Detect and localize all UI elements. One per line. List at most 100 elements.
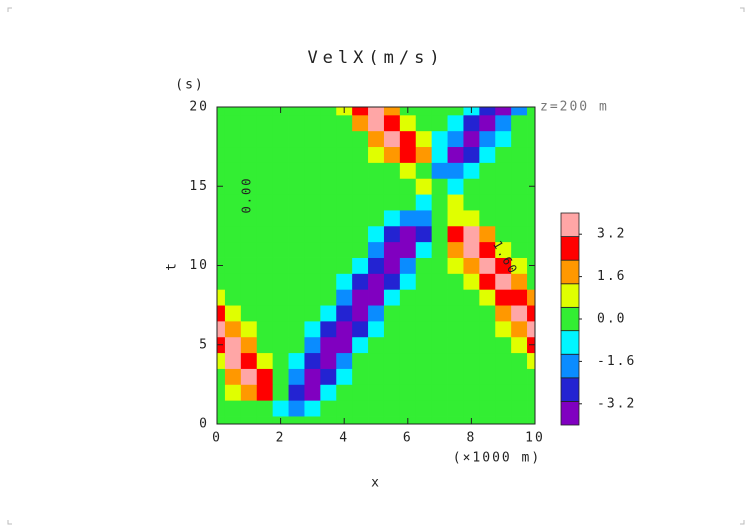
contour-cell [336, 273, 353, 290]
contour-cell [336, 162, 353, 179]
contour-cell [217, 416, 226, 424]
chart-title: VelX(m/s) [307, 48, 444, 68]
contour-cell [288, 194, 305, 211]
contour-cell [304, 416, 321, 424]
contour-cell [352, 368, 369, 385]
contour-cell [527, 241, 535, 258]
contour-cell [447, 400, 464, 417]
contour-cell [352, 162, 369, 179]
contour-cell [447, 194, 464, 211]
colorbar-tick-label: -1.6 [597, 354, 636, 369]
contour-cell [368, 368, 385, 385]
contour-cell [447, 273, 464, 290]
contour-cell [495, 178, 512, 195]
contour-cell [431, 114, 448, 132]
contour-cell [479, 241, 496, 258]
contour-cell [336, 257, 353, 274]
contour-cell [431, 336, 448, 354]
contour-cell [368, 305, 385, 322]
contour-cell [304, 130, 321, 148]
contour-cell [415, 194, 433, 211]
contour-cell [304, 273, 321, 290]
contour-cell [224, 416, 242, 424]
contour-cell [495, 384, 512, 401]
contour-cell [224, 289, 242, 306]
contour-cell [463, 130, 480, 148]
contour-cell [415, 336, 433, 354]
contour-cell [415, 273, 433, 290]
contour-cell [447, 289, 464, 306]
contour-cell [217, 400, 226, 417]
contour-cell [272, 336, 289, 354]
contour-cell [479, 273, 496, 290]
contour-cell [320, 273, 337, 290]
contour-cell [495, 289, 512, 306]
contour-cell [415, 114, 433, 132]
contour-cell [463, 336, 480, 354]
contour-cell [527, 416, 535, 424]
contour-cell [336, 368, 353, 385]
contour-cell [240, 368, 258, 385]
colorbar-tick-label: -3.2 [597, 396, 636, 411]
contour-cell [495, 368, 512, 385]
contour-cell [447, 384, 464, 401]
contour-cell [495, 241, 512, 258]
contour-cell [352, 320, 369, 338]
contour-cell [352, 241, 369, 258]
contour-cell [352, 107, 369, 116]
y-axis-label: t [165, 261, 180, 271]
contour-cell [336, 194, 353, 211]
contour-cell [217, 289, 226, 306]
contour-cell [368, 400, 385, 417]
contour-cell [224, 162, 242, 179]
contour-cell [336, 130, 353, 148]
contour-cell [383, 114, 401, 132]
contour-cell [240, 400, 258, 417]
contour-cell [463, 194, 480, 211]
contour-cell [224, 178, 242, 195]
contour-cell [352, 336, 369, 354]
contour-cell [256, 384, 274, 401]
contour-cell [320, 107, 337, 116]
contour-cell [399, 352, 417, 369]
contour-cell [352, 416, 369, 424]
contour-cell [224, 305, 242, 322]
contour-cell [399, 146, 417, 163]
contour-cell [447, 241, 464, 258]
contour-cell [527, 210, 535, 227]
contour-cell [217, 368, 226, 385]
contour-cell [320, 400, 337, 417]
contour-cell [479, 384, 496, 401]
contour-cell [272, 225, 289, 243]
contour-cell [272, 305, 289, 322]
contour-cell [511, 130, 528, 148]
contour-cell [463, 210, 480, 227]
contour-cell [240, 210, 258, 227]
contour-cell [272, 384, 289, 401]
contour-cell [399, 178, 417, 195]
contour-cell [479, 107, 496, 116]
contour-cell [256, 416, 274, 424]
contour-cell [224, 368, 242, 385]
contour-cell [479, 400, 496, 417]
contour-cell [304, 336, 321, 354]
contour-cell [352, 384, 369, 401]
contour-cell [288, 178, 305, 195]
x-unit: (×1000 m) [453, 451, 541, 466]
contour-cell [495, 114, 512, 132]
contour-cell [240, 146, 258, 163]
contour-cell [256, 368, 274, 385]
contour-cell [352, 130, 369, 148]
contour-cell [304, 368, 321, 385]
contour-cell [495, 194, 512, 211]
contour-cell [415, 210, 433, 227]
contour-cell [527, 368, 535, 385]
contour-cell [399, 225, 417, 243]
contour-cell [383, 305, 401, 322]
contour-cell [217, 273, 226, 290]
contour-cell [224, 130, 242, 148]
contour-cell [479, 320, 496, 338]
contour-cell [431, 107, 448, 116]
contour-cell [415, 225, 433, 243]
contour-cell [527, 107, 535, 116]
